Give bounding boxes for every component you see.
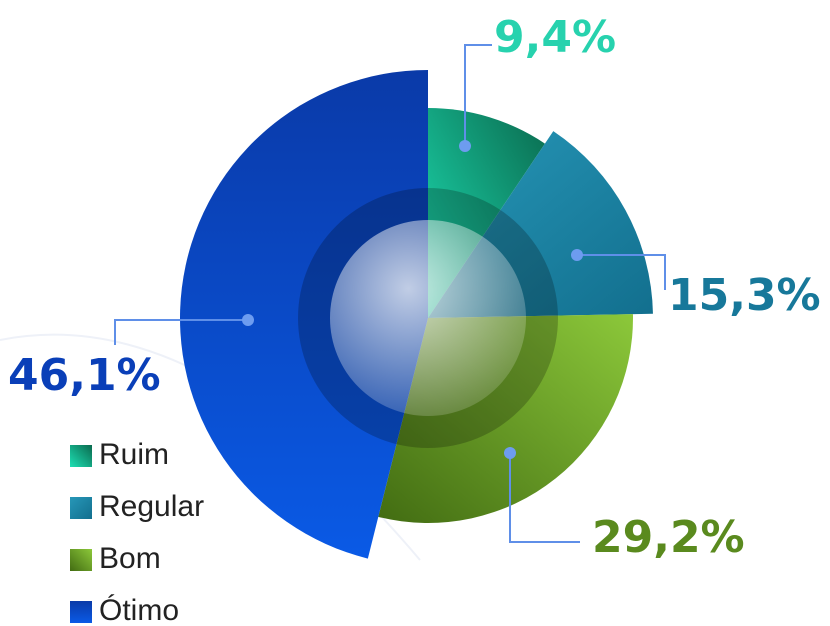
callout-line <box>464 44 492 146</box>
callout-dot <box>242 314 254 326</box>
value-label: 29,2% <box>592 512 745 563</box>
callout-line <box>509 453 580 543</box>
callout-dot <box>571 249 583 261</box>
value-label: 46,1% <box>8 350 161 401</box>
callout-line <box>114 319 248 345</box>
legend-label: Bom <box>99 542 161 575</box>
legend-swatch <box>70 549 92 571</box>
inner-circle <box>330 220 526 416</box>
legend-swatch <box>70 445 92 467</box>
callout-dot <box>459 140 471 152</box>
legend-label: Regular <box>99 490 204 523</box>
value-label: 15,3% <box>668 270 821 321</box>
pie-slice <box>180 70 428 559</box>
legend-label: Ótimo <box>99 594 179 626</box>
value-label: 9,4% <box>494 12 616 63</box>
legend-label: Ruim <box>99 438 169 471</box>
legend-swatch <box>70 601 92 623</box>
labels: 9,4% Ruim 15,3% Regular 29,2% Bom 46,1% Ótimo <box>8 12 821 626</box>
callout-line <box>577 254 666 290</box>
callout-dot <box>504 447 516 459</box>
legend-swatch <box>70 497 92 519</box>
